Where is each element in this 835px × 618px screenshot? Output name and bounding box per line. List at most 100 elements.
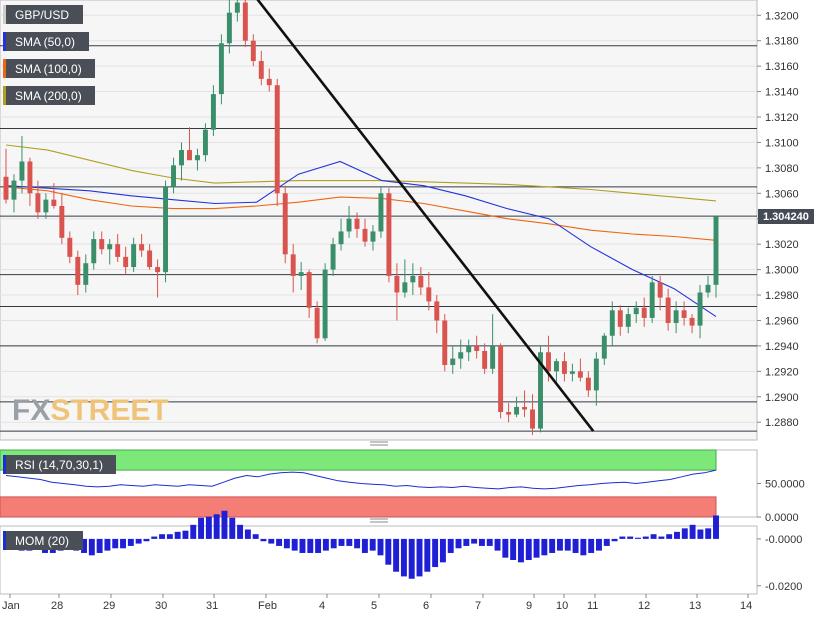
candle-body [410, 275, 416, 283]
candle-body [490, 345, 496, 369]
symbol-label: GBP/USD [15, 8, 69, 22]
candle [234, 0, 240, 22]
candle-body [370, 231, 376, 242]
x-tick-label: 7 [475, 600, 481, 612]
candle-body [705, 284, 711, 293]
candle [51, 183, 57, 209]
momentum-tag-bg[interactable] [3, 531, 83, 550]
momentum-bar [166, 534, 173, 539]
sma-100-tag-bg[interactable] [3, 59, 95, 78]
candle-body [538, 352, 543, 429]
candle-body [617, 310, 623, 327]
candle-body [35, 193, 41, 213]
rsi-tag[interactable]: RSI (14,70,30,1) [3, 455, 116, 474]
candle-body [123, 256, 129, 268]
candle [123, 246, 129, 275]
candle [163, 180, 169, 283]
momentum-bar [182, 530, 189, 539]
momentum-bar [416, 538, 423, 577]
candle [107, 239, 113, 265]
momentum-bar [713, 515, 719, 539]
candle-body [179, 150, 184, 166]
candle-body [43, 199, 49, 213]
momentum-bar [564, 538, 571, 551]
sma-200-tag-bg[interactable] [3, 86, 95, 105]
panel-resize-handle[interactable] [370, 518, 388, 523]
y-tick-label: 1.3060 [765, 188, 799, 200]
candle [713, 216, 719, 298]
candle [641, 297, 647, 327]
momentum-bar [502, 538, 509, 558]
momentum-plot-area [0, 525, 758, 595]
candle [346, 206, 352, 238]
rsi-line [5, 469, 717, 490]
candle [258, 50, 264, 86]
y-tick-label: 1.3160 [765, 61, 799, 73]
rsi-overbought-band [0, 449, 717, 471]
momentum-bar [689, 524, 696, 539]
momentum-bar [549, 538, 556, 553]
momentum-bar [541, 538, 548, 556]
candle-body [3, 176, 9, 200]
sma-100-tag[interactable]: SMA (100,0) [3, 59, 95, 78]
momentum-bar [299, 538, 306, 553]
sma-50-tag-bg[interactable] [3, 32, 89, 51]
candle-body [234, 2, 240, 13]
momentum-bar [674, 531, 680, 539]
candle [450, 345, 456, 374]
candle-body [506, 412, 512, 415]
x-tick-label: 29 [103, 600, 115, 612]
candle [569, 363, 575, 382]
momentum-bar [572, 538, 579, 553]
candle [179, 142, 184, 181]
y-tick-label: 1.2960 [765, 315, 799, 327]
candle [59, 193, 65, 245]
candle [601, 333, 607, 365]
candle [19, 136, 25, 194]
sma-200-label: SMA (200,0) [15, 89, 82, 103]
candle-body [218, 43, 224, 95]
sma-50-tag[interactable]: SMA (50,0) [3, 32, 89, 51]
momentum-bar [307, 538, 314, 553]
candle-body [163, 186, 169, 273]
symbol-tag-bg[interactable] [3, 5, 83, 24]
momentum-bar [596, 538, 602, 551]
candle-body [625, 314, 631, 327]
panel-resize-handle[interactable] [370, 441, 388, 446]
momentum-bar [315, 538, 322, 553]
candle [665, 288, 671, 331]
candle-body [641, 307, 647, 318]
candle-body [75, 256, 81, 285]
candle [402, 259, 408, 298]
candle [418, 267, 424, 296]
momentum-bar [377, 538, 384, 556]
momentum-bar [112, 538, 119, 549]
candle [490, 314, 496, 374]
momentum-bar [205, 516, 212, 539]
y-tick-label: 1.3100 [765, 137, 799, 149]
candle [394, 263, 400, 321]
candle-body [354, 218, 360, 229]
momentum-bar [190, 524, 197, 539]
momentum-tick-label: -0.0000 [765, 534, 802, 546]
candle-body [378, 193, 384, 232]
sma-200-swatch [3, 86, 6, 105]
candle-body [530, 409, 535, 429]
candle-body [450, 358, 456, 365]
momentum-bar [244, 529, 251, 539]
candle-body [298, 272, 304, 276]
candle-body [601, 335, 607, 359]
momentum-bar [400, 538, 407, 577]
candle-body [386, 193, 392, 276]
momentum-bar [120, 538, 126, 549]
momentum-tag[interactable]: MOM (20) [3, 531, 83, 550]
symbol-tag[interactable]: GBP/USD [3, 5, 83, 24]
candle [218, 34, 224, 105]
candle-body [314, 307, 320, 339]
rsi-tag-bg[interactable] [3, 455, 116, 474]
momentum-bar [619, 536, 626, 539]
momentum-bar [369, 538, 376, 551]
sma-200-tag[interactable]: SMA (200,0) [3, 86, 95, 105]
candle [290, 244, 296, 293]
candle-body [11, 180, 17, 200]
